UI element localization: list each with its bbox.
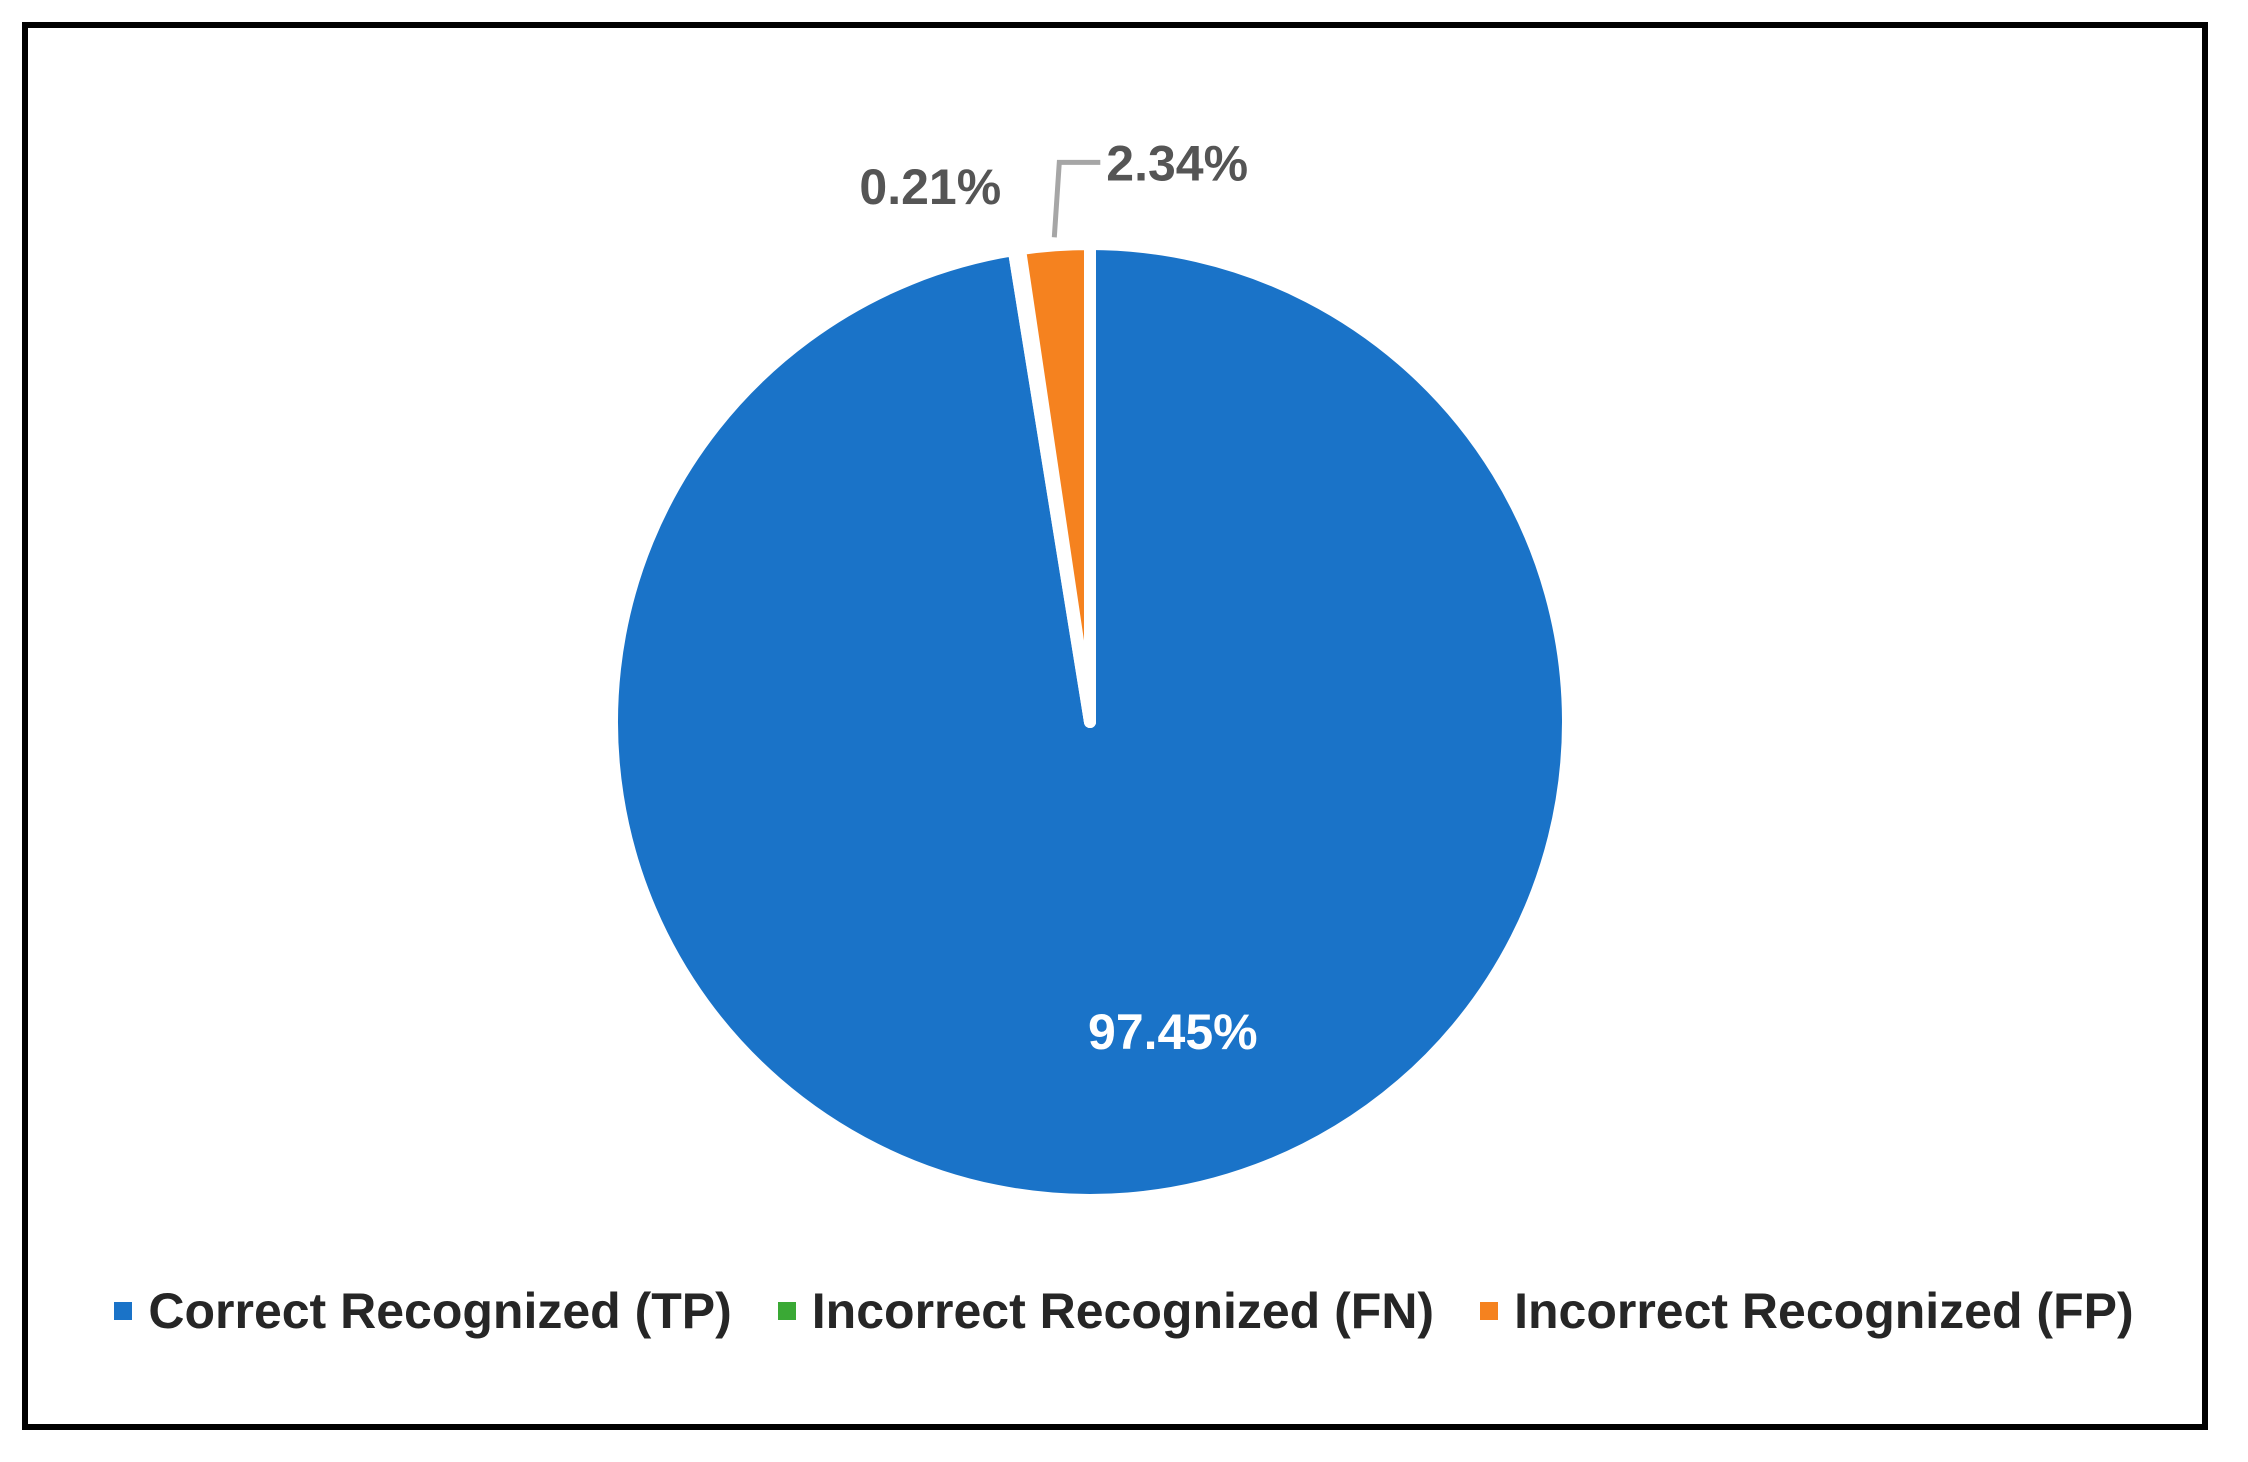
- pie-slice-fp: [1013, 238, 1096, 728]
- data-label-tp: 97.45%: [1088, 1004, 1258, 1060]
- data-label-fp: 2.34%: [1106, 135, 1248, 191]
- legend-swatch-fn: [777, 1302, 796, 1320]
- legend-swatch-fp: [1480, 1302, 1499, 1320]
- data-label-fn: 0.21%: [859, 159, 1001, 215]
- legend-label-fp: Incorrect Recognized (FP): [1514, 1283, 2134, 1339]
- legend-label-tp: Correct Recognized (TP): [148, 1283, 732, 1339]
- leader-line-fp: [1051, 159, 1101, 238]
- pie-slices: [606, 238, 1574, 1206]
- legend-item-tp: Correct Recognized (TP): [114, 1282, 732, 1340]
- legend: Correct Recognized (TP) Incorrect Recogn…: [0, 1282, 2248, 1340]
- legend-item-fp: Incorrect Recognized (FP): [1480, 1282, 2134, 1340]
- legend-item-fn: Incorrect Recognized (FN): [777, 1282, 1435, 1340]
- legend-label-fn: Incorrect Recognized (FN): [811, 1283, 1435, 1339]
- legend-swatch-tp: [114, 1302, 133, 1320]
- pie-data-labels: 97.45% 0.21% 2.34%: [859, 135, 1257, 1060]
